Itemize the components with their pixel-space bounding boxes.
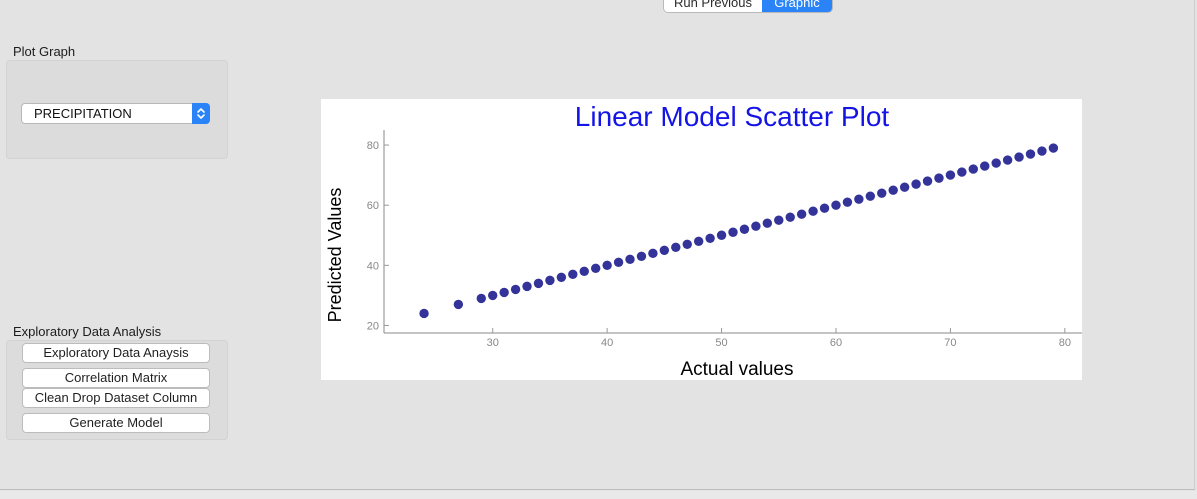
scatter-point [934,173,944,183]
y-tick-label: 80 [367,140,379,152]
scatter-point [968,164,978,174]
scatter-point [533,278,544,289]
view-segmented-control[interactable]: Run Previous Graphic [663,0,833,13]
scatter-chart: Linear Model Scatter Plot Actual values … [325,101,1082,380]
y-tick-label: 40 [367,260,379,272]
scatter-point [728,227,738,237]
scatter-point [1002,155,1013,165]
scatter-chart-panel: Linear Model Scatter Plot Actual values … [321,99,1082,380]
scatter-point [762,218,773,228]
x-tick-label: 70 [944,337,956,349]
scatter-point [774,215,784,225]
exploratory-data-analysis-button[interactable]: Exploratory Data Anaysis [22,343,210,363]
scatter-point [625,254,635,265]
scatter-point [682,239,692,249]
scatter-point [716,230,727,240]
scatter-point [671,242,681,252]
scatter-point [922,176,933,186]
eda-label: Exploratory Data Analysis [13,324,162,339]
scatter-point [510,284,521,295]
scatter-point [590,263,601,274]
scatter-point [648,248,658,259]
scatter-point [568,269,578,280]
scatter-point [419,308,429,319]
chevron-up-down-icon[interactable] [192,103,210,124]
scatter-point [899,182,910,192]
scatter-point [476,293,486,304]
scatter-point [522,281,532,292]
scatter-point [499,287,509,298]
scatter-point [579,266,589,277]
scatter-point [1014,152,1024,162]
scatter-point [556,272,567,283]
scatter-point [693,236,704,246]
plot-graph-label: Plot Graph [13,44,76,59]
scatter-point [877,188,887,198]
x-tick-label: 80 [1059,337,1071,349]
scatter-point [1037,146,1047,156]
scatter-point [957,167,967,177]
scatter-point [488,290,498,301]
scatter-point [1025,149,1036,159]
variable-select[interactable]: PRECIPITATION [21,103,210,124]
clean-drop-column-button[interactable]: Clean Drop Dataset Column [22,388,210,408]
scatter-point [751,221,761,231]
chart-title: Linear Model Scatter Plot [575,101,890,132]
scatter-point [842,197,853,207]
scatter-point [796,209,807,219]
x-tick-label: 30 [487,337,499,349]
scatter-point [854,194,864,204]
generate-model-button[interactable]: Generate Model [22,413,210,433]
scatter-point [831,200,841,210]
scatter-point [705,233,715,243]
scatter-point [980,161,990,171]
x-tick-label: 50 [715,337,727,349]
correlation-matrix-button[interactable]: Correlation Matrix [22,368,210,388]
scatter-point [808,206,818,216]
scatter-point [453,299,464,310]
variable-select-value: PRECIPITATION [34,106,132,121]
y-tick-label: 20 [367,320,379,332]
y-tick-label: 60 [367,200,379,212]
x-tick-label: 40 [601,337,613,349]
scatter-point [1048,143,1059,153]
graphic-segment[interactable]: Graphic [762,0,832,12]
scatter-point [739,224,750,234]
scatter-point [819,203,830,213]
scatter-point [785,212,795,222]
y-axis-label: Predicted Values [325,188,345,323]
scatter-point [659,245,670,255]
scatter-point [613,257,624,268]
scatter-point [945,170,956,180]
bottom-divider [0,491,1197,499]
scatter-point [865,191,876,201]
scatter-point [991,158,1001,168]
scatter-point [636,251,647,262]
scatter-point [888,185,898,195]
scatter-point [545,275,555,286]
x-tick-label: 60 [830,337,842,349]
scatter-point [911,179,921,189]
scatter-point [602,260,612,271]
x-axis-label: Actual values [680,359,793,380]
run-previous-segment[interactable]: Run Previous [664,0,762,12]
